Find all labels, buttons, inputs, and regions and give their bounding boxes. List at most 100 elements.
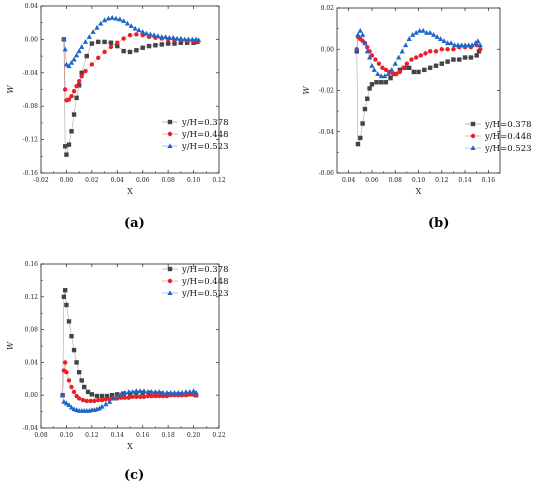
legend-b: y/H=0.378 y/H=0.448 y/H=0.523	[465, 120, 532, 154]
data-point-a-2	[128, 23, 134, 29]
x-tick-label-c: 0.22	[212, 432, 226, 439]
caption-a: (a)	[124, 216, 145, 231]
x-tick-label-b: 0.06	[365, 177, 379, 184]
data-point-a-2	[71, 56, 77, 62]
x-tick-label-c: 0.12	[85, 432, 99, 439]
data-point-b-0	[358, 135, 363, 141]
data-point-b-2	[477, 42, 483, 48]
data-point-c-1	[96, 397, 101, 403]
data-point-b-0	[379, 80, 384, 85]
data-point-c-2	[118, 391, 124, 397]
data-point-c-1	[88, 398, 93, 404]
data-point-b-2	[355, 32, 361, 37]
data-point-a-0	[146, 43, 152, 49]
data-point-c-2	[110, 395, 117, 401]
data-point-b-2	[441, 38, 447, 43]
y-tick-label-b: -0.06	[319, 170, 335, 177]
data-point-b-2	[364, 48, 370, 54]
data-point-a-2	[178, 35, 184, 41]
legend-label-b-1: y/H=0.448	[484, 132, 532, 142]
data-point-c-2	[137, 388, 143, 394]
data-point-c-0	[64, 302, 69, 308]
legend-marker-b-1	[470, 133, 476, 139]
data-point-b-2	[451, 42, 458, 48]
x-tick-label-c: 0.16	[136, 432, 150, 439]
chart-b-svg: 0.04 0.06 0.08 0.10 0.12 0.14 0.16 0.02 0.00 -0.0…	[302, 5, 532, 196]
legend-label-c-2: y/H=0.523	[181, 289, 229, 299]
data-point-b-2	[382, 73, 388, 79]
data-point-c-1	[62, 360, 68, 365]
data-point-c-2	[122, 389, 128, 395]
data-point-c-2	[187, 389, 193, 394]
data-point-c-2	[190, 388, 197, 394]
data-point-a-0	[102, 39, 107, 45]
data-point-b-2	[455, 42, 461, 48]
data-point-c-2	[179, 389, 185, 395]
data-point-a-2	[121, 18, 127, 24]
data-point-a-2	[76, 48, 82, 54]
data-point-c-0	[61, 294, 67, 299]
x-tick-label-a: 0.00	[60, 177, 74, 184]
data-point-a-0	[153, 43, 158, 48]
legend-marker-c-0	[167, 266, 173, 272]
legend-label-c-0: y/H=0.378	[181, 265, 229, 275]
data-point-a-2	[155, 33, 161, 39]
data-point-a-0	[134, 48, 139, 53]
data-point-a-2	[117, 16, 123, 22]
x-tick-label-b: 0.16	[482, 177, 496, 184]
data-point-c-1	[71, 389, 77, 395]
data-point-a-0	[115, 43, 120, 49]
data-point-b-0	[433, 63, 439, 68]
data-point-b-0	[445, 59, 450, 64]
data-point-b-2	[367, 54, 373, 60]
chart-panel-a: -0.02 0.00 0.02 0.04 0.06 0.08 0.10 0.12 0.04 0.0…	[0, 0, 275, 234]
x-tick-label-c: 0.20	[187, 432, 201, 439]
x-axis-label-a: X	[127, 187, 133, 196]
data-point-a-2	[86, 34, 92, 39]
data-point-c-2	[141, 388, 147, 394]
data-point-b-2	[417, 27, 423, 33]
data-point-b-0	[474, 53, 479, 58]
data-point-b-0	[427, 65, 433, 71]
data-point-b-0	[476, 49, 482, 54]
data-point-a-1	[76, 78, 82, 84]
data-point-b-0	[369, 82, 375, 87]
data-point-a-2	[90, 29, 96, 34]
x-tick-label-a: 0.12	[212, 177, 226, 184]
data-point-c-1	[183, 393, 189, 398]
x-tick-label-a: 0.10	[187, 177, 201, 184]
data-point-a-2	[151, 32, 157, 38]
data-point-c-2	[160, 389, 166, 395]
data-point-a-0	[89, 41, 95, 46]
x-tick-label-a: 0.04	[111, 177, 125, 184]
data-point-c-0	[104, 393, 110, 399]
legend-marker-a-1	[167, 131, 173, 137]
data-point-a-0	[66, 142, 72, 147]
data-point-a-0	[79, 70, 84, 75]
data-point-c-1	[160, 393, 166, 399]
data-point-a-2	[68, 59, 75, 65]
data-point-c-2	[156, 389, 162, 394]
data-point-a-2	[62, 46, 68, 52]
x-tick-label-a: -0.02	[33, 177, 49, 184]
y-tick-label-b: 0.02	[321, 5, 335, 12]
data-point-b-2	[445, 40, 451, 46]
data-point-a-2	[185, 36, 192, 42]
data-point-b-0	[457, 57, 462, 62]
data-point-b-0	[367, 86, 372, 91]
data-point-c-1	[66, 378, 72, 383]
data-point-b-0	[365, 96, 370, 101]
series-line-b-1	[356, 36, 481, 75]
data-point-b-2	[420, 27, 426, 33]
data-point-c-2	[61, 398, 67, 404]
data-point-a-2	[101, 17, 108, 23]
data-point-b-0	[468, 55, 474, 60]
data-point-a-0	[172, 41, 177, 46]
data-point-c-2	[68, 404, 75, 410]
data-point-a-1	[121, 36, 126, 41]
data-point-a-0	[74, 95, 79, 101]
data-point-a-0	[127, 49, 133, 55]
data-point-b-2	[465, 42, 472, 48]
data-point-b-2	[378, 73, 384, 79]
chart-panel-c: 0.08 0.10 0.12 0.14 0.16 0.18 0.20 0.22 0.16 0.12…	[0, 252, 275, 486]
